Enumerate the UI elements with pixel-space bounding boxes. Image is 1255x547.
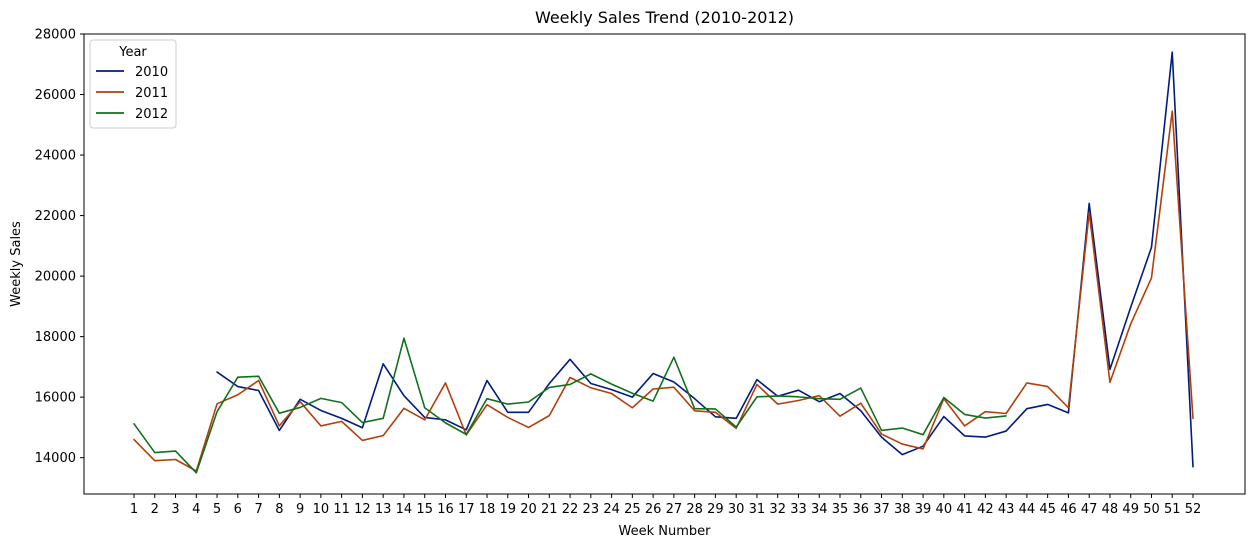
x-tick-label: 6: [234, 502, 242, 517]
x-tick-label: 10: [313, 502, 330, 517]
legend-label-2010: 2010: [135, 65, 168, 80]
x-tick-label: 11: [333, 502, 350, 517]
legend: Year 2010 2011 2012: [89, 39, 177, 129]
x-tick-label: 28: [686, 502, 703, 517]
x-tick-label: 41: [956, 502, 973, 517]
x-tick-label: 45: [1039, 502, 1056, 517]
x-tick-label: 14: [396, 502, 413, 517]
y-axis-label: Weekly Sales: [9, 221, 24, 307]
x-tick-label: 39: [915, 502, 932, 517]
y-tick-label: 20000: [35, 270, 76, 285]
x-tick-label: 1: [130, 502, 138, 517]
x-tick-label: 48: [1102, 502, 1119, 517]
x-tick-label: 40: [936, 502, 953, 517]
x-tick-label: 33: [790, 502, 807, 517]
y-tick-label: 14000: [35, 451, 76, 466]
x-tick-label: 17: [458, 502, 475, 517]
x-tick-label: 25: [624, 502, 641, 517]
plot-frame: [83, 33, 1246, 495]
y-tick-label: 26000: [35, 88, 76, 103]
legend-label-2012: 2012: [135, 107, 168, 122]
x-tick-label: 16: [437, 502, 454, 517]
series-line-2011: [133, 110, 1194, 472]
x-tick-label: 21: [541, 502, 558, 517]
x-tick-label: 32: [769, 502, 786, 517]
x-tick-label: 37: [873, 502, 890, 517]
x-tick-label: 20: [520, 502, 537, 517]
y-tick-label: 24000: [35, 149, 76, 164]
x-tick-label: 51: [1164, 502, 1181, 517]
x-tick-label: 8: [275, 502, 283, 517]
x-tick-label: 3: [171, 502, 179, 517]
x-tick-label: 2: [151, 502, 159, 517]
x-tick-label: 49: [1122, 502, 1139, 517]
legend-entries: 2010 2011 2012: [96, 65, 168, 122]
legend-box: [89, 39, 177, 129]
series-line-2010: [216, 51, 1194, 468]
x-tick-label: 7: [254, 502, 262, 517]
x-tick-label: 43: [998, 502, 1015, 517]
x-tick-label: 5: [213, 502, 221, 517]
y-tick-label: 22000: [35, 209, 76, 224]
x-tick-label: 13: [375, 502, 392, 517]
x-tick-label: 29: [707, 502, 724, 517]
x-tick-label: 18: [479, 502, 496, 517]
x-tick-label: 50: [1143, 502, 1160, 517]
y-tick-label: 18000: [35, 330, 76, 345]
x-tick-label: 26: [645, 502, 662, 517]
x-tick-label: 47: [1081, 502, 1098, 517]
x-axis: 1 2 3 4 5 6 7 8 9 10 11 12 13 14 15 16 17 18 19 20 21 22 23 24 2…: [130, 494, 1201, 517]
x-tick-label: 23: [583, 502, 600, 517]
x-tick-label: 46: [1060, 502, 1077, 517]
legend-title: Year: [118, 45, 147, 60]
chart-title: Weekly Sales Trend (2010-2012): [535, 8, 794, 27]
x-tick-label: 22: [562, 502, 579, 517]
x-tick-label: 27: [666, 502, 683, 517]
series-line-2012: [133, 337, 1007, 474]
series-layer: [133, 51, 1194, 474]
x-tick-label: 24: [603, 502, 620, 517]
x-tick-label: 31: [749, 502, 766, 517]
x-axis-label: Week Number: [619, 524, 712, 539]
x-tick-label: 44: [1019, 502, 1036, 517]
x-tick-label: 9: [296, 502, 304, 517]
legend-label-2011: 2011: [135, 86, 168, 101]
x-tick-label: 4: [192, 502, 200, 517]
y-tick-label: 16000: [35, 391, 76, 406]
x-tick-label: 52: [1185, 502, 1202, 517]
x-tick-label: 19: [499, 502, 516, 517]
x-tick-label: 12: [354, 502, 371, 517]
x-tick-label: 15: [416, 502, 433, 517]
y-axis: 14000 16000 18000 20000 22000 24000 26000 28000: [35, 28, 84, 466]
y-tick-label: 28000: [35, 28, 76, 43]
x-tick-label: 42: [977, 502, 994, 517]
x-tick-label: 38: [894, 502, 911, 517]
x-tick-label: 36: [852, 502, 869, 517]
x-tick-label: 35: [832, 502, 849, 517]
x-tick-label: 30: [728, 502, 745, 517]
x-tick-label: 34: [811, 502, 828, 517]
